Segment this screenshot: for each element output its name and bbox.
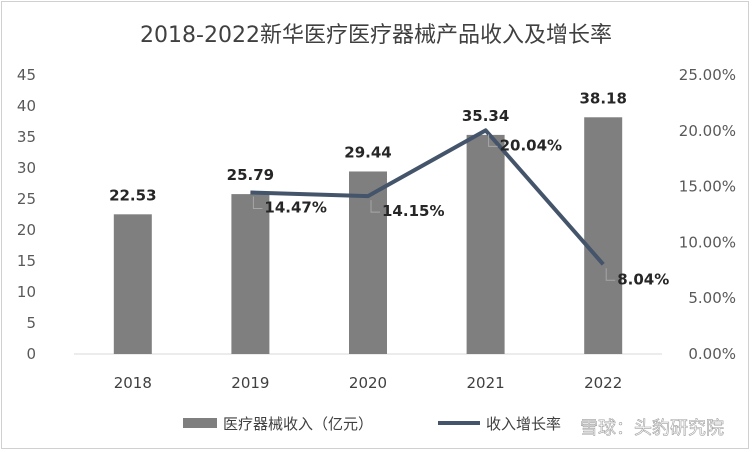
y-right-tick-label: 0.00%	[688, 345, 736, 363]
y-left-tick-label: 30	[17, 159, 36, 177]
y-left-tick-label: 10	[17, 283, 36, 301]
legend-bar-label: 医疗器械收入（亿元）	[223, 415, 373, 433]
leader-line	[605, 268, 616, 281]
line-value-label: 8.04%	[617, 270, 669, 288]
legend-bar-swatch	[183, 418, 217, 428]
bar-value-label: 25.79	[227, 166, 274, 184]
line-value-label: 20.04%	[500, 136, 562, 154]
x-tick-label: 2020	[349, 374, 387, 392]
x-tick-label: 2021	[467, 374, 505, 392]
leader-line	[488, 134, 498, 147]
leader-line	[252, 196, 263, 210]
x-tick-label: 2022	[584, 374, 622, 392]
y-right-tick-label: 25.00%	[679, 66, 736, 84]
bar	[113, 214, 152, 354]
y-right-tick-label: 5.00%	[688, 289, 736, 307]
line-value-label: 14.15%	[382, 202, 444, 220]
line-value-label: 14.47%	[264, 199, 326, 217]
y-left-tick-label: 15	[17, 252, 36, 270]
growth-rate-line	[250, 128, 605, 266]
bar-value-label: 22.53	[109, 186, 156, 204]
watermark-text: 雪球：头豹研究院	[580, 418, 724, 439]
y-left-tick-label: 45	[17, 66, 36, 84]
y-left-tick-label: 20	[17, 221, 36, 239]
y-left-tick-label: 40	[17, 97, 36, 115]
legend: 医疗器械收入（亿元） 收入增长率	[183, 415, 561, 433]
leader-line	[370, 200, 380, 213]
y-left-tick-label: 25	[17, 190, 36, 208]
bar	[584, 117, 623, 354]
bar-value-label: 35.34	[462, 107, 509, 125]
bar	[349, 171, 387, 354]
y-right-tick-label: 10.00%	[679, 233, 736, 251]
y-left-tick-label: 35	[17, 128, 36, 146]
bar-value-label: 38.18	[579, 89, 626, 107]
bar	[231, 194, 270, 354]
y-left-tick-label: 0	[26, 345, 36, 363]
bar	[466, 134, 505, 354]
x-tick-label: 2019	[231, 374, 269, 392]
bar-series	[113, 117, 623, 354]
x-tick-label: 2018	[114, 374, 152, 392]
data-labels: 22.53 25.79 29.44 35.34 38.18 14.47% 14.15% 20.…	[109, 89, 669, 288]
y-right-tick-label: 20.00%	[679, 122, 736, 140]
legend-line-label: 收入增长率	[486, 415, 561, 433]
y-left-tick-label: 5	[26, 314, 36, 332]
axes: 0 5 10 15 20 25 30 35 40 45 0.00% 5.00% 10.00% 15.00%…	[17, 66, 736, 392]
y-right-tick-label: 15.00%	[679, 178, 736, 196]
bar-value-label: 29.44	[344, 143, 391, 161]
line-series	[250, 128, 605, 266]
chart-title: 2018-2022新华医疗医疗器械产品收入及增长率	[140, 23, 612, 48]
